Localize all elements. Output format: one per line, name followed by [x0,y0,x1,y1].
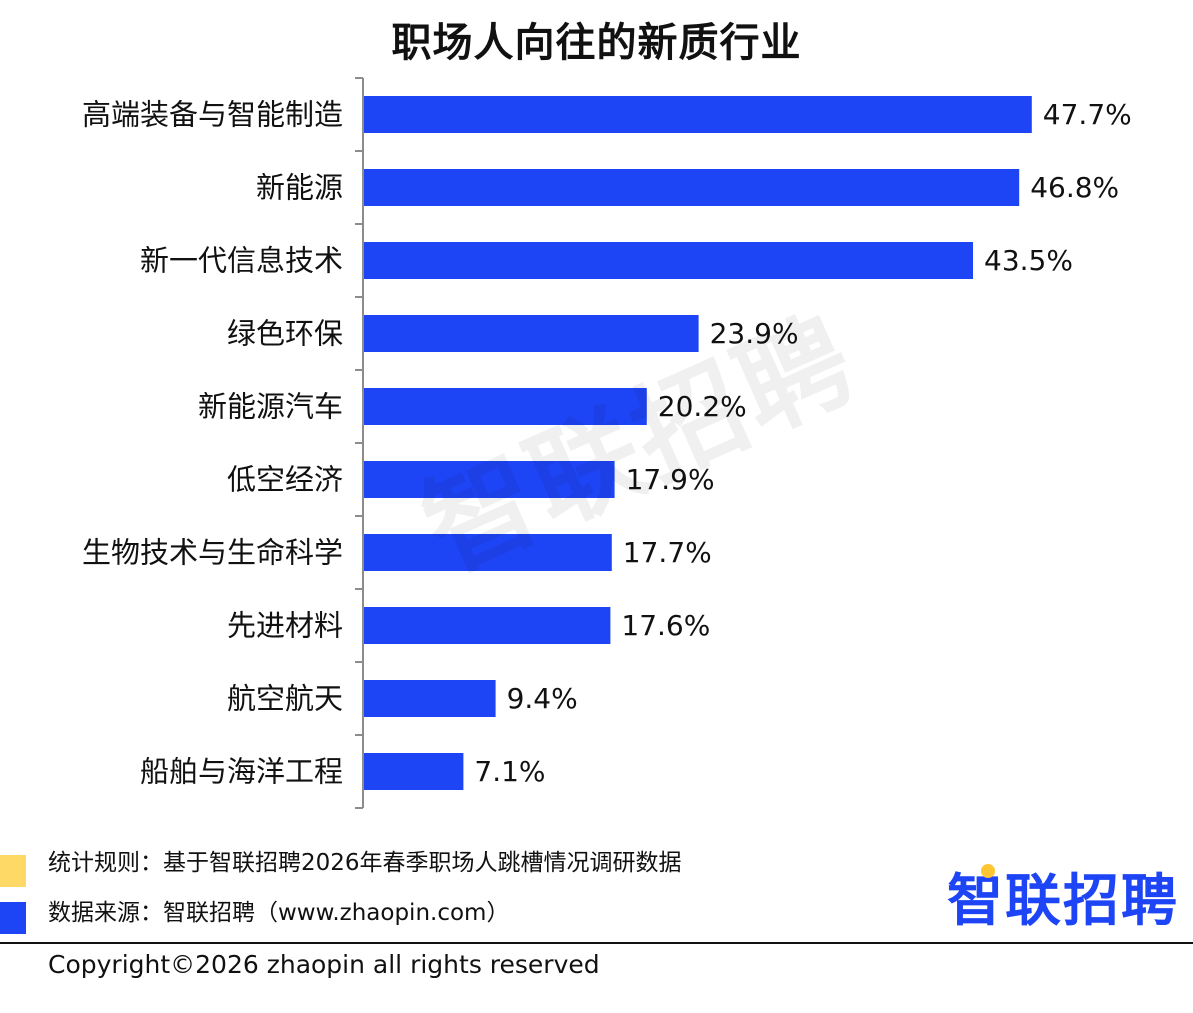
logo-rest-chars: 联招聘 [1005,869,1179,934]
value-label: 43.5% [984,244,1073,277]
logo-accent-dot-icon [981,864,995,878]
footnote-source: 数据来源：智联招聘（www.zhaopin.com） [48,900,510,926]
copyright-text: Copyright©2026 zhaopin all rights reserv… [48,950,600,979]
category-label: 船舶与海洋工程 [140,755,343,789]
category-label: 高端装备与智能制造 [82,98,343,132]
value-label: 9.4% [507,682,578,715]
category-label: 新一代信息技术 [140,244,343,278]
bar [364,242,973,279]
value-label: 46.8% [1030,171,1119,204]
category-label: 新能源汽车 [198,390,343,424]
category-label: 绿色环保 [227,317,343,351]
value-label: 17.7% [623,536,712,569]
bar [364,169,1020,206]
value-label: 17.9% [626,463,715,496]
category-label: 低空经济 [227,463,343,497]
category-label: 先进材料 [227,609,343,643]
value-label: 20.2% [658,390,747,423]
bar [364,753,464,790]
value-label: 47.7% [1043,98,1132,131]
logo-first-char: 智 [947,869,1005,934]
chart-title: 职场人向往的新质行业 [391,20,802,66]
bar [364,461,615,498]
bar [364,96,1032,133]
zhaopin-logo: 智联招聘 [947,856,1179,937]
bar [364,388,647,425]
category-label: 生物技术与生命科学 [82,536,343,570]
bar-chart: 高端装备与智能制造 47.7% 新能源 46.8% 新一代信息技术 43.5% 绿色环保 23… [82,77,1132,809]
rule-marker [0,855,26,887]
bar [364,680,496,717]
category-label: 航空航天 [227,682,343,716]
source-marker [0,902,26,934]
value-label: 7.1% [474,755,545,788]
footnote-rule: 统计规则：基于智联招聘2026年春季职场人跳槽情况调研数据 [48,850,682,876]
value-label: 23.9% [710,317,799,350]
bar [364,315,699,352]
category-label: 新能源 [256,171,343,205]
value-label: 17.6% [621,609,710,642]
bar [364,534,612,571]
footer-divider [0,942,1193,944]
bar [364,607,611,644]
